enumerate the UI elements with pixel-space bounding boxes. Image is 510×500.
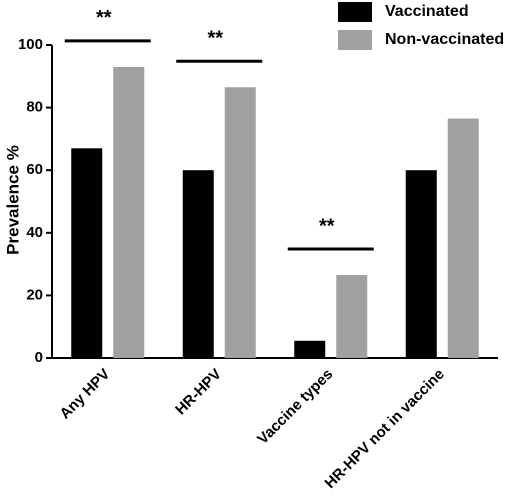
legend-swatch [338, 2, 372, 22]
y-tick-label: 20 [26, 286, 43, 303]
significance-label: ** [207, 28, 223, 50]
y-tick-label: 0 [35, 349, 43, 366]
significance-label: ** [96, 7, 112, 29]
y-tick-label: 60 [26, 161, 43, 178]
significance-label: ** [319, 215, 335, 237]
bar [294, 340, 326, 358]
bar [182, 170, 214, 358]
legend-label: Non-vaccinated [385, 31, 504, 48]
bar [405, 170, 437, 358]
y-axis-label: Prevalence % [3, 145, 22, 255]
bar [336, 275, 368, 358]
y-tick-label: 40 [26, 224, 43, 241]
x-tick-label: Vaccine types [254, 366, 336, 448]
bar [224, 87, 256, 358]
bar [71, 148, 103, 358]
y-tick-label: 100 [18, 36, 43, 53]
legend-swatch [338, 30, 372, 50]
legend-label: Vaccinated [385, 3, 469, 20]
x-tick-label: HR-HPV [172, 366, 225, 419]
x-tick-label: Any HPV [57, 366, 114, 423]
y-tick-label: 80 [26, 99, 43, 116]
x-tick-label: HR-HPV not in vaccine [322, 366, 448, 492]
bar [113, 66, 145, 358]
bar [447, 118, 479, 359]
